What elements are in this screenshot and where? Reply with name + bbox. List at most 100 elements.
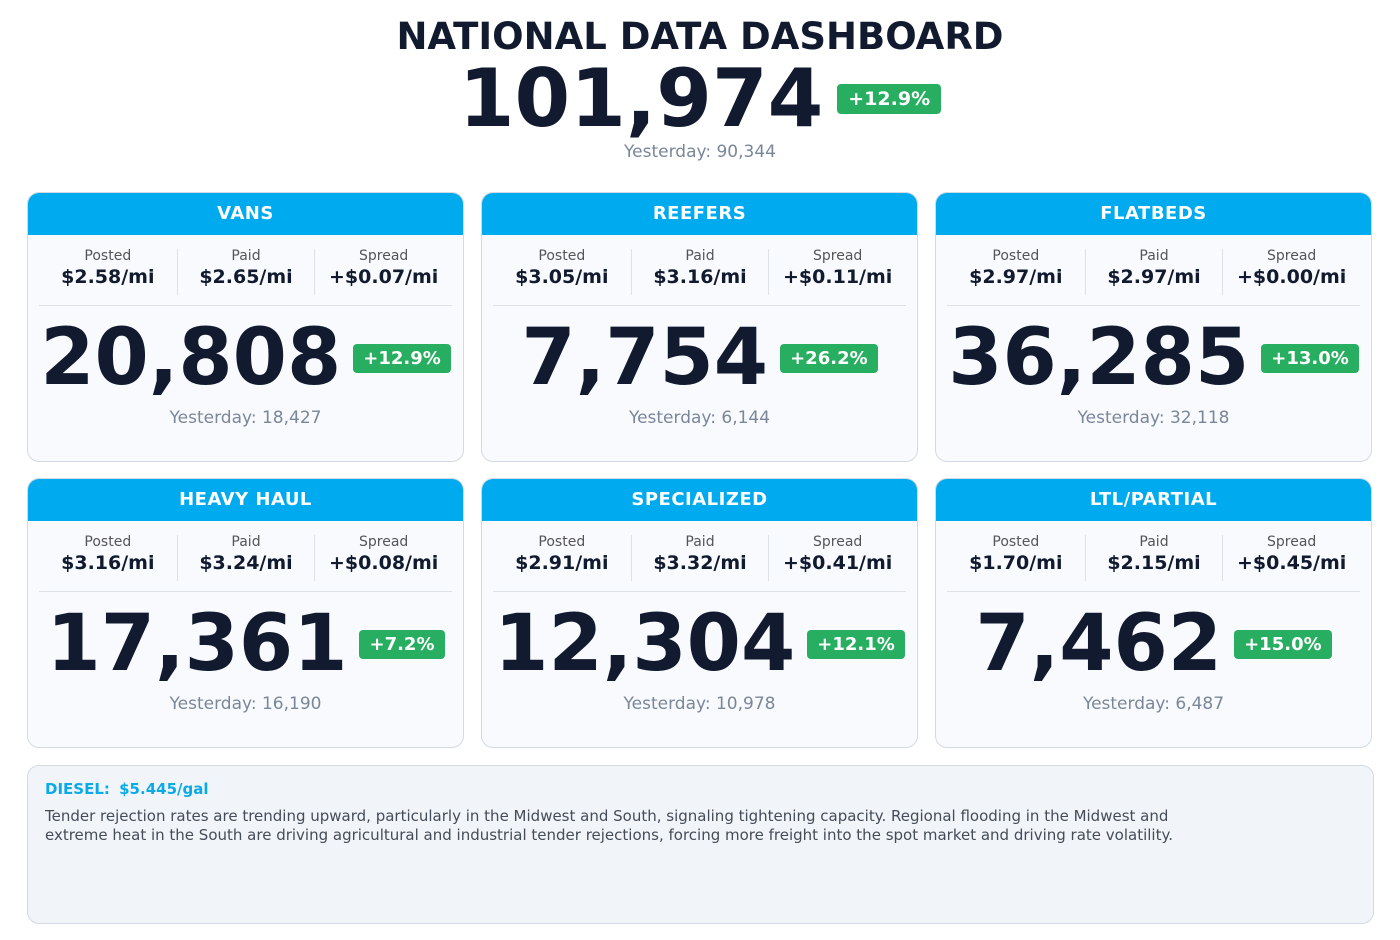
main-row: 17,361 +7.2%	[28, 592, 463, 696]
header: NATIONAL DATA DASHBOARD 101,974 +12.9% Y…	[0, 0, 1400, 180]
card-title: VANS	[28, 193, 463, 235]
metric-label: Posted	[992, 248, 1040, 264]
metric: Paid $2.15/mi	[1084, 534, 1223, 581]
yesterday: Yesterday: 32,118	[1077, 408, 1230, 428]
diesel-label: DIESEL:	[45, 780, 110, 798]
count: 17,361	[46, 599, 348, 689]
metric-value: +$0.45/mi	[1237, 552, 1347, 574]
metric-label: Paid	[685, 248, 715, 264]
title: NATIONAL DATA DASHBOARD	[396, 15, 1004, 58]
count: 20,808	[40, 313, 342, 403]
metrics: Posted $2.91/mi Paid $3.32/mi Spread +$0.41/m…	[493, 535, 906, 592]
metric-label: Spread	[359, 534, 409, 550]
card: FLATBEDS Posted $2.97/mi Paid $2.97/mi Spread…	[935, 192, 1372, 462]
card-title: HEAVY HAUL	[28, 479, 463, 521]
card-title: FLATBEDS	[936, 193, 1371, 235]
metric: Posted $3.05/mi	[493, 249, 631, 295]
change-badge: +13.0%	[1261, 343, 1359, 373]
count: 7,462	[975, 599, 1223, 689]
metric: Paid $3.32/mi	[630, 534, 769, 581]
metric-value: $2.97/mi	[1107, 266, 1201, 288]
metric-label: Paid	[231, 248, 261, 264]
change-badge: +12.1%	[807, 629, 905, 659]
metric-label: Posted	[84, 534, 132, 550]
yesterday: Yesterday: 90,344	[624, 142, 776, 162]
metric-label: Spread	[359, 248, 409, 264]
main-row: 7,754 +26.2%	[482, 306, 917, 410]
card: VANS Posted $2.58/mi Paid $2.65/mi Spread +$0.…	[27, 192, 464, 462]
card-title: LTL/PARTIAL	[936, 479, 1371, 521]
metric-label: Paid	[1139, 534, 1169, 550]
card-title: REEFERS	[482, 193, 917, 235]
metric-value: $2.58/mi	[61, 266, 155, 288]
yesterday: Yesterday: 6,144	[628, 408, 771, 428]
metric-label: Spread	[1267, 534, 1317, 550]
count: 12,304	[494, 599, 796, 689]
metric-value: $3.16/mi	[61, 552, 155, 574]
change-badge: +7.2%	[359, 629, 445, 659]
metric-label: Posted	[538, 534, 586, 550]
metric-value: +$0.11/mi	[783, 266, 893, 288]
card: REEFERS Posted $3.05/mi Paid $3.16/mi Spread +…	[481, 192, 918, 462]
metric: Posted $2.58/mi	[39, 249, 177, 295]
change-badge: +12.9%	[353, 343, 451, 373]
metric-value: +$0.00/mi	[1237, 266, 1347, 288]
card-title: SPECIALIZED	[482, 479, 917, 521]
metric: Spread +$0.00/mi	[1222, 249, 1360, 295]
note: Tender rejection rates are trending upwa…	[45, 807, 1173, 844]
metric-label: Paid	[685, 534, 715, 550]
metric-value: $2.91/mi	[515, 552, 609, 574]
card: LTL/PARTIAL Posted $1.70/mi Paid $2.15/mi Spr…	[935, 478, 1372, 748]
diesel: DIESEL: $5.445/gal	[45, 780, 1356, 798]
change-badge: +26.2%	[780, 343, 878, 373]
metric: Paid $2.97/mi	[1084, 248, 1223, 295]
metrics: Posted $2.58/mi Paid $2.65/mi Spread +$0.07/m…	[39, 249, 452, 306]
change-badge: +15.0%	[1234, 629, 1332, 659]
count: 36,285	[948, 313, 1250, 403]
metric-label: Posted	[538, 248, 586, 264]
metric-label: Posted	[992, 534, 1040, 550]
metric: Paid $3.24/mi	[176, 534, 315, 581]
metrics: Posted $1.70/mi Paid $2.15/mi Spread +$0.45/m…	[947, 535, 1360, 592]
metric-label: Posted	[84, 248, 132, 264]
metric: Spread +$0.41/mi	[768, 535, 906, 581]
card: HEAVY HAUL Posted $3.16/mi Paid $3.24/mi Spre…	[27, 478, 464, 748]
metric-value: $1.70/mi	[969, 552, 1063, 574]
metric-value: $3.16/mi	[653, 266, 747, 288]
metric-label: Spread	[1267, 248, 1317, 264]
main-row: 36,285 +13.0%	[936, 306, 1371, 410]
yesterday: Yesterday: 6,487	[1082, 694, 1225, 714]
metric: Paid $3.16/mi	[630, 248, 769, 295]
metric-value: $2.97/mi	[969, 266, 1063, 288]
diesel-price: $5.445/gal	[119, 780, 209, 798]
metric-value: +$0.07/mi	[329, 266, 439, 288]
metric: Posted $1.70/mi	[947, 535, 1085, 581]
metric: Spread +$0.08/mi	[314, 535, 452, 581]
metric-label: Spread	[813, 534, 863, 550]
yesterday: Yesterday: 10,978	[623, 694, 776, 714]
metric: Posted $2.97/mi	[947, 249, 1085, 295]
card: SPECIALIZED Posted $2.91/mi Paid $3.32/mi Spr…	[481, 478, 918, 748]
metric-value: +$0.41/mi	[783, 552, 893, 574]
metric: Posted $2.91/mi	[493, 535, 631, 581]
metric-label: Paid	[231, 534, 261, 550]
change-badge: +12.9%	[837, 84, 942, 114]
metric-value: $3.05/mi	[515, 266, 609, 288]
total-count: 101,974	[458, 52, 824, 145]
metric: Spread +$0.07/mi	[314, 249, 452, 295]
metric-label: Spread	[813, 248, 863, 264]
main-row: 12,304 +12.1%	[482, 592, 917, 696]
yesterday: Yesterday: 18,427	[169, 408, 322, 428]
metric-label: Paid	[1139, 248, 1169, 264]
card-grid: VANS Posted $2.58/mi Paid $2.65/mi Spread +$0.…	[27, 192, 1373, 748]
metric: Spread +$0.11/mi	[768, 249, 906, 295]
main-row: 7,462 +15.0%	[936, 592, 1371, 696]
count: 7,754	[521, 313, 769, 403]
metrics: Posted $3.05/mi Paid $3.16/mi Spread +$0.11/m…	[493, 249, 906, 306]
metric-value: $3.24/mi	[199, 552, 293, 574]
metric-value: +$0.08/mi	[329, 552, 439, 574]
main-row: 20,808 +12.9%	[28, 306, 463, 410]
metrics: Posted $3.16/mi Paid $3.24/mi Spread +$0.08/m…	[39, 535, 452, 592]
metric: Spread +$0.45/mi	[1222, 535, 1360, 581]
